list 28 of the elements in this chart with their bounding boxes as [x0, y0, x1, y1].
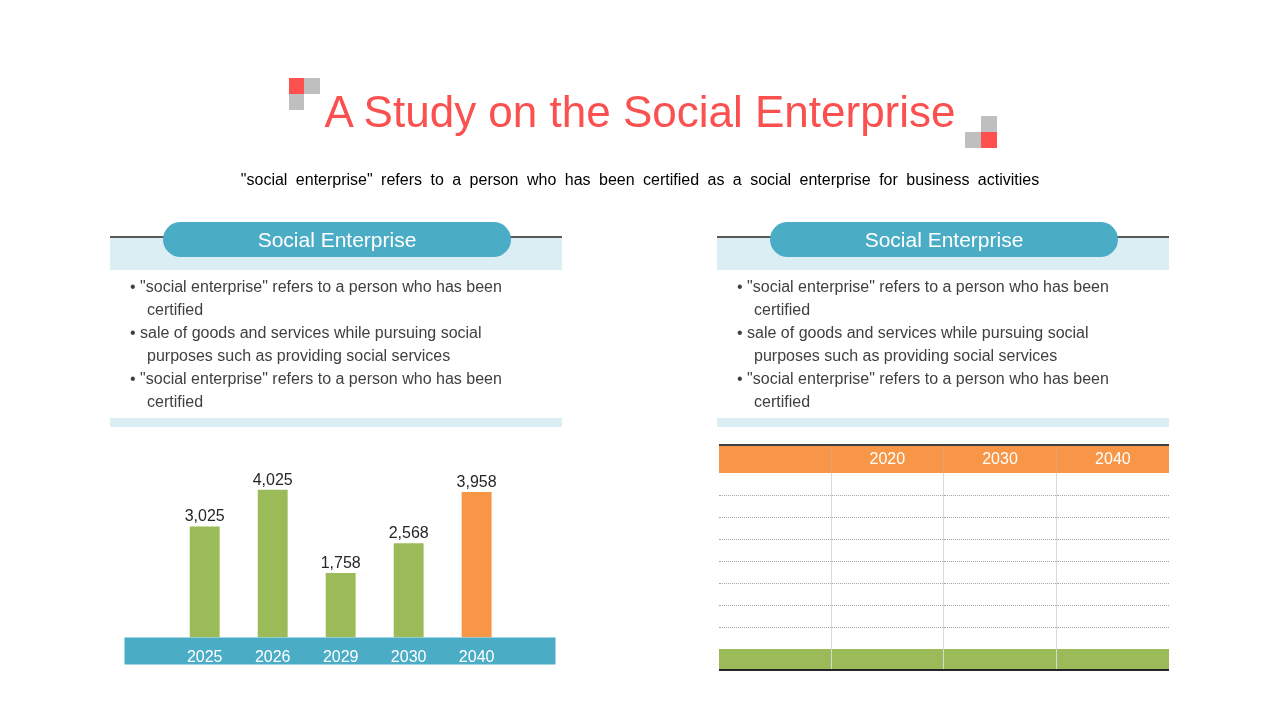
text: • sale of goods and services while pursuing social purposes such as providing social services	[736, 323, 1090, 366]
table-header-cell: 2030	[943, 445, 1057, 473]
text: • sale of goods and services while pursuing social purposes such as providing social services	[129, 323, 483, 366]
x-tick-label: 2029	[322, 647, 359, 665]
text: • "social enterprise" refers to a person who has been certified	[129, 369, 503, 412]
text: Social Enterprise	[770, 222, 1118, 257]
text: • "social enterprise" refers to a person who has been certified	[736, 369, 1110, 412]
data-label: 3,958	[456, 473, 497, 491]
text: • "social enterprise" refers to a person who has been certified	[129, 277, 503, 320]
chart-title: Social Enterprise	[163, 222, 511, 257]
data-label: 1,758	[320, 553, 361, 571]
x-tick-label: 2026	[254, 647, 291, 665]
table-header-cell: 2020	[831, 445, 944, 473]
text: A Study on the Social Enterprise	[324, 87, 956, 136]
bar	[393, 543, 424, 638]
x-tick-label: 2030	[390, 647, 427, 665]
x-tick-label: 2025	[186, 647, 223, 665]
x-tick-label: 2040	[458, 647, 495, 665]
bar	[461, 492, 492, 638]
bar	[325, 572, 356, 638]
data-label: 4,025	[252, 470, 293, 488]
text: • "social enterprise" refers to a person who has been certified	[736, 277, 1110, 320]
bar	[189, 526, 220, 638]
bar	[257, 489, 288, 638]
data-label: 3,025	[184, 507, 225, 525]
table-header-cell: 2040	[1056, 445, 1169, 473]
text: "social enterprise" refers to a person who has been certified as a social enterprise for business activities	[240, 171, 1040, 188]
data-label: 2,568	[388, 524, 429, 542]
